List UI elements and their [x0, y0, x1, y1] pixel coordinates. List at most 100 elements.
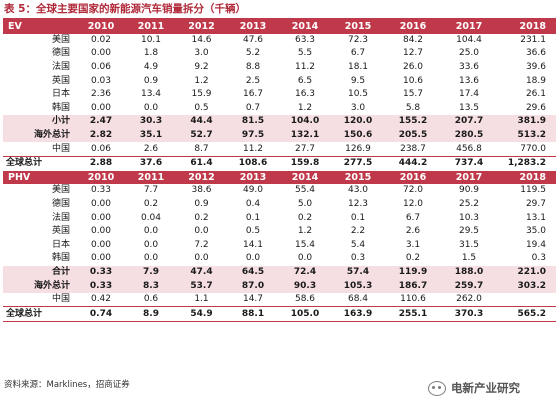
wechat-watermark: 电新产业研究 — [428, 380, 520, 396]
cell-value: 0.1 — [350, 212, 366, 223]
table-row: 日本 2.36 13.4 15.9 16.7 16.3 10.5 15.7 17.4 26.1 — [3, 88, 556, 102]
cell-value: 3.1 — [405, 239, 421, 250]
cell-value: 1,283.2 — [497, 155, 556, 171]
cell-value: 47.6 — [242, 34, 264, 45]
row-label: 中国 — [51, 294, 70, 305]
cell-value: 0.0 — [143, 239, 159, 250]
cell-value: 81.5 — [227, 115, 279, 129]
cell-value: 2017 — [441, 170, 497, 185]
cell-value: 2014 — [279, 170, 331, 185]
cell-value: 119.9 — [385, 265, 441, 280]
cell-value: 72.3 — [347, 34, 369, 45]
cell-value: 150.6 — [331, 128, 385, 143]
cell-value: 0.0 — [245, 253, 261, 264]
cell-value: 105.3 — [331, 279, 385, 293]
table-row: 德国 0.00 0.2 0.9 0.4 5.0 12.3 12.0 25.2 29.7 — [3, 198, 556, 212]
subtotal-row: 海外总计 2.82 35.1 52.7 97.5 132.1 150.6 205.5 280.5… — [3, 128, 556, 143]
cell-value: 207.7 — [441, 115, 497, 129]
cell-value: 2.47 — [76, 115, 126, 129]
cell-value: 2013 — [227, 170, 279, 185]
cell-value: 2014 — [279, 20, 331, 34]
cell-value: 104.0 — [279, 115, 331, 129]
cell-value: 1.2 — [297, 102, 313, 113]
cell-value: 0.00 — [90, 102, 112, 113]
cell-value: 2.5 — [245, 75, 261, 86]
cell-value: 108.6 — [227, 155, 279, 171]
cell-value: 35.0 — [525, 226, 546, 237]
cell-value: 2.6 — [405, 226, 421, 237]
cell-value: 3.0 — [194, 48, 209, 59]
cell-value: 0.3 — [531, 253, 546, 264]
cell-value — [497, 293, 556, 307]
cell-value: 2016 — [385, 20, 441, 34]
row-label: 美国 — [51, 34, 70, 45]
row-label: 韩国 — [51, 102, 70, 113]
cell-value: 68.4 — [347, 294, 369, 305]
cell-value: 0.4 — [245, 199, 261, 210]
cell-value: 18.9 — [525, 75, 546, 86]
cell-value: 5.2 — [245, 48, 261, 59]
cell-value: 39.6 — [525, 62, 546, 73]
cell-value: 1.1 — [194, 294, 209, 305]
row-label: EV — [3, 20, 76, 34]
cell-value: 8.8 — [245, 62, 261, 73]
cell-value: 37.6 — [126, 155, 176, 171]
cell-value: 25.0 — [458, 48, 480, 59]
cell-value: 29.5 — [458, 226, 480, 237]
cell-value: 30.3 — [126, 115, 176, 129]
table-row: 美国 0.33 7.7 38.6 49.0 55.4 43.0 72.0 90.9 119.5 — [3, 184, 556, 198]
subtotal-row: 海外总计 0.33 8.3 53.7 87.0 90.3 105.3 186.7 259.7 30… — [3, 279, 556, 293]
cell-value: 35.1 — [126, 128, 176, 143]
cell-value: 2018 — [497, 20, 556, 34]
cell-value: 110.6 — [400, 294, 426, 305]
cell-value: 64.5 — [227, 265, 279, 280]
cell-value: 10.1 — [140, 34, 162, 45]
table-title: 表 5：全球主要国家的新能源汽车销量拆分（千辆） — [4, 3, 246, 15]
table-row: 德国 0.00 1.8 3.0 5.2 5.5 6.7 12.7 25.0 36.6 — [3, 47, 556, 61]
cell-value: 2011 — [126, 20, 176, 34]
cell-value: 126.9 — [345, 143, 371, 154]
cell-value: 277.5 — [331, 155, 385, 171]
cell-value: 26.1 — [525, 89, 546, 100]
table-row: 中国 0.06 2.6 8.7 11.2 27.7 126.9 238.7 456.8 770.0 — [3, 142, 556, 156]
cell-value: 120.0 — [331, 115, 385, 129]
cell-value: 12.7 — [402, 48, 424, 59]
cell-value: 2.36 — [90, 89, 112, 100]
cell-value: 0.2 — [143, 199, 159, 210]
cell-value: 2016 — [385, 170, 441, 185]
cell-value: 188.0 — [441, 265, 497, 280]
table-row: 英国 0.00 0.0 0.0 0.5 1.2 2.2 2.6 29.5 35.0 — [3, 225, 556, 239]
cell-value: 5.8 — [405, 102, 421, 113]
cell-value: 0.2 — [194, 212, 209, 223]
cell-value: 10.6 — [402, 75, 424, 86]
cell-value: 231.1 — [520, 34, 546, 45]
cell-value: 2010 — [76, 170, 126, 185]
cell-value: 0.3 — [350, 253, 366, 264]
row-label: PHV — [3, 170, 76, 185]
cell-value: 9.5 — [350, 75, 366, 86]
cell-value: 6.7 — [405, 212, 421, 223]
cell-value: 33.6 — [458, 62, 480, 73]
row-label: 韩国 — [51, 253, 70, 264]
cell-value: 1.8 — [143, 48, 159, 59]
cell-value: 0.04 — [140, 212, 162, 223]
cell-value: 26.0 — [402, 62, 424, 73]
cell-value: 53.7 — [176, 279, 227, 293]
cell-value: 0.0 — [297, 253, 313, 264]
cell-value: 0.9 — [143, 75, 159, 86]
cell-value: 0.33 — [76, 265, 126, 280]
cell-value: 13.6 — [458, 75, 480, 86]
cell-value: 0.5 — [194, 102, 209, 113]
cell-value: 119.5 — [520, 185, 546, 196]
row-label: 全球总计 — [3, 155, 76, 171]
cell-value: 221.0 — [497, 265, 556, 280]
cell-value: 0.0 — [194, 226, 209, 237]
cell-value: 1.5 — [461, 253, 477, 264]
table-row: 法国 0.06 4.9 9.2 8.8 11.2 18.1 26.0 33.6 39.6 — [3, 61, 556, 75]
cell-value: 0.00 — [90, 226, 112, 237]
cell-value: 43.0 — [347, 185, 369, 196]
cell-value: 4.9 — [143, 62, 159, 73]
cell-value: 255.1 — [385, 306, 441, 323]
cell-value: 159.8 — [279, 155, 331, 171]
cell-value: 15.7 — [402, 89, 424, 100]
